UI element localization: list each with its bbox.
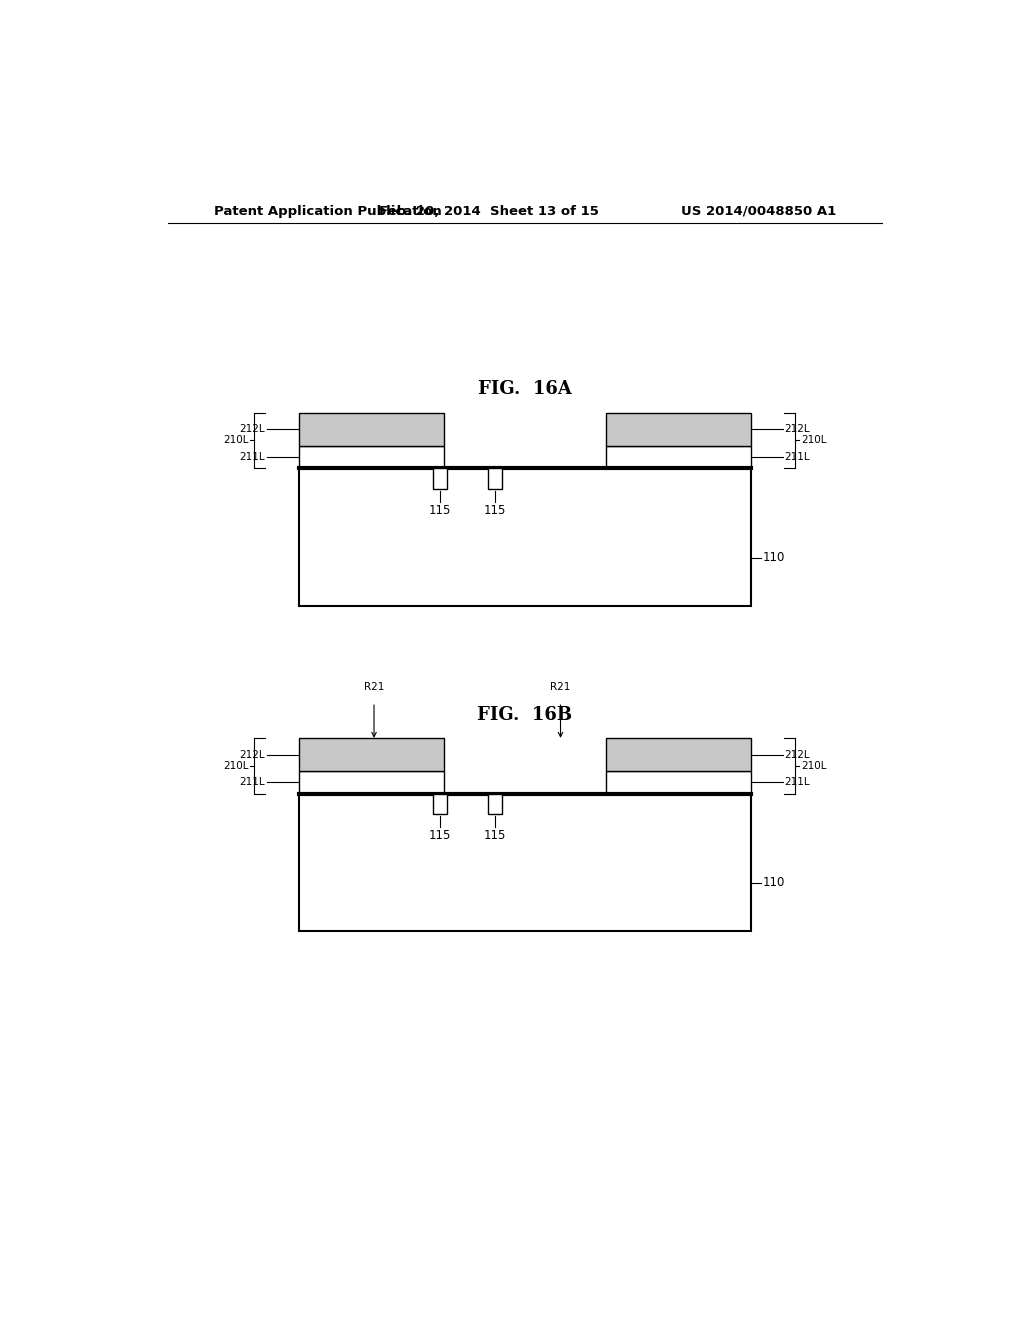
Text: 210L: 210L bbox=[223, 436, 249, 445]
Text: Feb. 20, 2014  Sheet 13 of 15: Feb. 20, 2014 Sheet 13 of 15 bbox=[379, 205, 599, 218]
Text: 212L: 212L bbox=[240, 424, 265, 434]
Text: 211L: 211L bbox=[784, 777, 810, 788]
Bar bbox=[487, 793, 502, 814]
Text: 115: 115 bbox=[483, 504, 506, 517]
Text: 212L: 212L bbox=[784, 424, 810, 434]
Bar bbox=[606, 771, 751, 793]
Text: 210L: 210L bbox=[223, 760, 249, 771]
Text: FIG.  16A: FIG. 16A bbox=[478, 380, 571, 399]
Text: 110: 110 bbox=[763, 876, 785, 890]
Bar bbox=[606, 413, 751, 446]
Text: Patent Application Publication: Patent Application Publication bbox=[214, 205, 441, 218]
Bar bbox=[299, 738, 443, 771]
Bar bbox=[433, 793, 447, 814]
Text: 211L: 211L bbox=[240, 777, 265, 788]
Text: 211L: 211L bbox=[240, 453, 265, 462]
Text: US 2014/0048850 A1: US 2014/0048850 A1 bbox=[681, 205, 836, 218]
Bar bbox=[299, 413, 443, 446]
Bar bbox=[487, 469, 502, 488]
Bar bbox=[299, 446, 443, 469]
Text: 115: 115 bbox=[429, 504, 452, 517]
Bar bbox=[299, 793, 751, 931]
Bar bbox=[606, 738, 751, 771]
Text: R21: R21 bbox=[550, 682, 570, 692]
Bar bbox=[433, 469, 447, 488]
Bar bbox=[299, 771, 443, 793]
Text: FIG.  16B: FIG. 16B bbox=[477, 706, 572, 725]
Bar bbox=[606, 446, 751, 469]
Text: R21: R21 bbox=[364, 682, 384, 692]
Text: 212L: 212L bbox=[784, 750, 810, 759]
Text: 110: 110 bbox=[763, 550, 785, 564]
Text: 115: 115 bbox=[429, 829, 452, 842]
Text: 210L: 210L bbox=[801, 436, 826, 445]
Bar bbox=[299, 469, 751, 606]
Text: 212L: 212L bbox=[240, 750, 265, 759]
Text: 115: 115 bbox=[483, 829, 506, 842]
Text: 210L: 210L bbox=[801, 760, 826, 771]
Text: 211L: 211L bbox=[784, 453, 810, 462]
